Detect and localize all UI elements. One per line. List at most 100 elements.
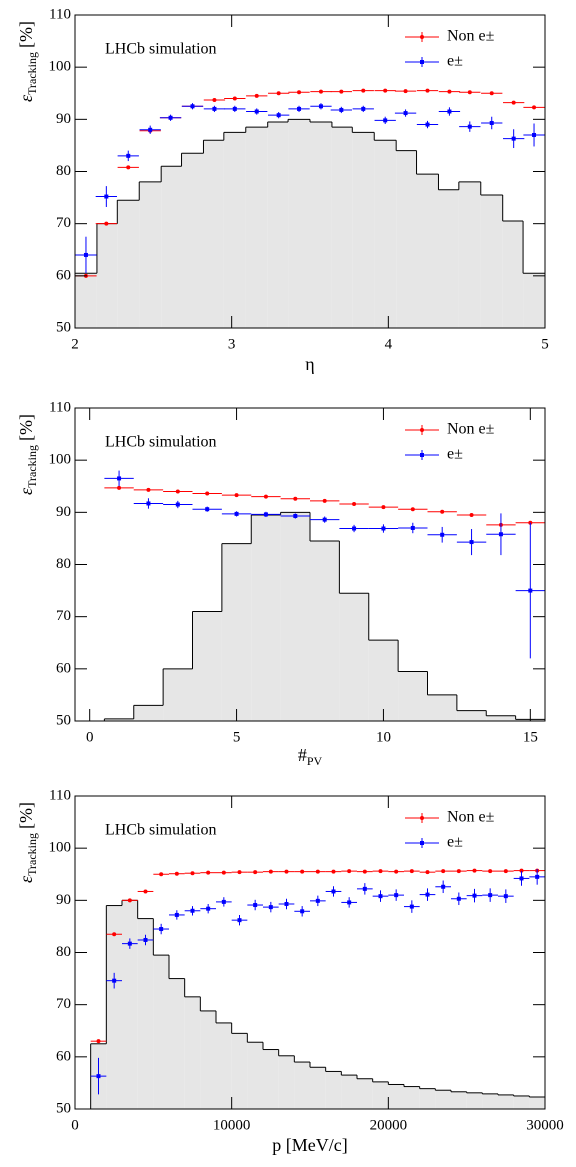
histogram-bar	[106, 905, 122, 1109]
marker	[159, 927, 164, 932]
y-axis-label: εTracking [%]	[16, 414, 39, 495]
marker	[383, 88, 388, 93]
marker	[347, 900, 352, 905]
marker	[528, 588, 533, 593]
histogram-bar	[200, 1010, 216, 1109]
histogram-bar	[288, 119, 310, 328]
histogram-bar	[251, 514, 281, 721]
y-tick-label: 70	[56, 215, 71, 231]
marker	[519, 868, 524, 873]
marker	[394, 893, 399, 898]
marker	[339, 89, 344, 94]
marker	[300, 909, 305, 914]
x-tick-label: 15	[523, 729, 538, 745]
y-tick-label: 80	[56, 163, 71, 179]
panel: 50 60 70 80 90 100 110 0 10000 20000 30000 p [MeV/c…	[16, 787, 564, 1155]
x-tick-label: 30000	[526, 1117, 564, 1133]
histogram-bar	[529, 1097, 545, 1109]
marker	[440, 509, 445, 514]
marker	[339, 107, 344, 112]
x-axis-label: η	[305, 354, 314, 374]
legend-marker	[420, 453, 424, 457]
y-axis-label-subscript: Tracking	[25, 445, 39, 488]
marker	[297, 106, 302, 111]
marker	[293, 513, 298, 518]
legend-marker	[420, 841, 424, 845]
marker	[212, 98, 217, 103]
legend-marker	[420, 428, 424, 432]
marker	[175, 502, 180, 507]
marker	[410, 525, 415, 530]
marker	[126, 153, 131, 158]
histogram-bar	[482, 1093, 498, 1109]
marker	[190, 871, 195, 876]
marker	[456, 869, 461, 874]
histogram-bar	[368, 640, 399, 721]
legend-marker	[420, 60, 424, 64]
marker	[263, 494, 268, 499]
histogram-bar	[278, 1055, 295, 1109]
y-tick-label: 70	[56, 608, 71, 624]
histogram-bar	[117, 200, 140, 328]
marker	[322, 517, 327, 522]
marker	[352, 526, 357, 531]
panel: 50 60 70 80 90 100 110 2 3 4 5 η εTracking [%] LHCb si…	[16, 6, 549, 374]
histogram-bar	[419, 1088, 436, 1109]
histogram-bar	[374, 140, 397, 328]
marker	[253, 903, 258, 908]
histogram-bar	[75, 273, 97, 328]
legend-marker	[420, 816, 424, 820]
marker	[362, 886, 367, 891]
y-axis-label-symbol: ε	[16, 94, 36, 102]
marker	[511, 136, 516, 141]
marker	[532, 132, 537, 137]
marker	[425, 122, 430, 127]
x-tick-label: 3	[228, 336, 236, 352]
marker	[127, 941, 132, 946]
marker	[378, 869, 383, 874]
marker	[96, 1074, 101, 1079]
marker	[96, 1039, 101, 1044]
marker	[117, 476, 122, 481]
legend-marker	[420, 35, 424, 39]
y-tick-label: 70	[56, 996, 71, 1012]
histogram-bar	[267, 121, 289, 328]
marker	[205, 507, 210, 512]
marker	[126, 165, 131, 170]
x-tick-label: 10	[376, 729, 391, 745]
histogram-bar	[163, 668, 193, 721]
panel: 50 60 70 80 90 100 110 0 5 10 15 #PV εTracking [%] LHC…	[16, 399, 546, 768]
marker	[315, 869, 320, 874]
marker	[190, 908, 195, 913]
marker	[488, 869, 493, 874]
y-tick-label: 100	[49, 452, 72, 468]
histogram-bar	[216, 1022, 232, 1109]
legend-label: Non e±	[447, 809, 495, 826]
marker	[381, 505, 386, 510]
y-axis-label-symbol: ε	[16, 487, 36, 495]
histogram-bar	[139, 181, 162, 328]
y-axis-label: εTracking [%]	[16, 802, 39, 883]
y-tick-label: 80	[56, 944, 71, 960]
histogram-bar	[280, 512, 310, 721]
marker	[425, 870, 430, 875]
y-axis-label-unit: [%]	[16, 802, 36, 829]
y-tick-label: 110	[49, 6, 71, 22]
y-tick-label: 60	[56, 660, 71, 676]
marker	[381, 526, 386, 531]
y-axis-label-subscript: Tracking	[25, 52, 39, 95]
x-tick-label: 4	[385, 336, 393, 352]
annotation: LHCb simulation	[105, 41, 217, 58]
marker	[143, 937, 148, 942]
histogram-bar	[404, 1086, 420, 1109]
marker	[409, 869, 414, 874]
x-axis-label-symbol: #	[298, 745, 307, 765]
histogram-bar	[310, 541, 340, 721]
marker	[174, 871, 179, 876]
histogram-bar	[245, 127, 268, 329]
histogram-bar	[133, 705, 164, 721]
marker	[425, 88, 430, 93]
marker	[293, 496, 298, 501]
histogram-bar	[466, 1092, 483, 1109]
histogram-bar	[438, 189, 459, 328]
